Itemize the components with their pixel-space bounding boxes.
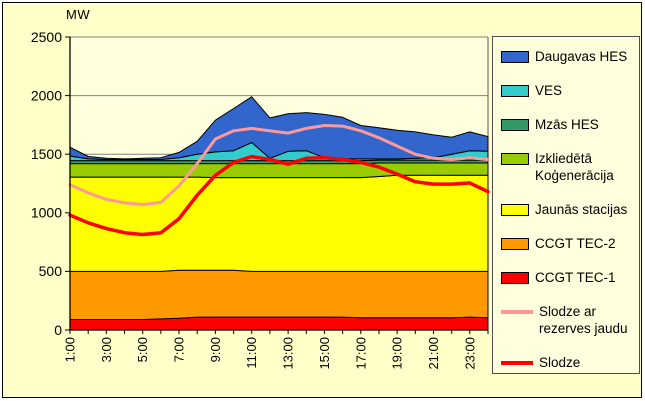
legend-label: Jaunās stacijas [535,202,628,217]
svg-text:1:00: 1:00 [63,337,78,362]
svg-text:1500: 1500 [31,146,62,162]
svg-text:21:00: 21:00 [426,337,441,370]
svg-text:9:00: 9:00 [208,337,223,362]
legend-swatch-box [501,119,529,131]
svg-text:5:00: 5:00 [135,337,150,362]
legend-item: CCGT TEC-1 [501,269,637,286]
svg-text:2500: 2500 [31,29,62,45]
legend-swatch-box [501,153,529,165]
legend-label: Daugavas HES [535,49,628,64]
svg-text:1000: 1000 [31,205,62,221]
legend-label: Slodze ar rezerves jaudu [539,304,628,336]
legend-swatch-line [501,310,533,314]
legend-swatch-box [501,204,529,216]
legend-swatch-line [501,361,533,365]
legend-label: Izkliedētā Koģenerācija [535,151,614,183]
legend-swatch-box [501,272,529,284]
legend-item: Slodze ar rezerves jaudu [501,303,637,337]
svg-text:13:00: 13:00 [281,337,296,370]
legend-item: Slodze [501,354,637,371]
legend-label: VES [535,83,563,98]
svg-text:500: 500 [39,263,63,279]
legend-item: CCGT TEC-2 [501,235,637,252]
svg-text:11:00: 11:00 [244,337,259,369]
svg-text:15:00: 15:00 [317,337,332,370]
svg-text:3:00: 3:00 [99,337,114,362]
legend-label: Mzās HES [535,117,599,132]
legend: Daugavas HES VES Mzās HES Izkliedētā Koģene… [492,36,640,374]
svg-text:0: 0 [54,322,62,338]
svg-text:19:00: 19:00 [390,337,405,370]
legend-label: Slodze [539,355,581,370]
legend-swatch-box [501,85,529,97]
svg-text:2000: 2000 [31,87,62,103]
y-axis-title: MW [66,7,91,22]
legend-item: Daugavas HES [501,48,637,65]
legend-item: Izkliedētā Koģenerācija [501,150,637,184]
legend-swatch-box [501,238,529,250]
legend-label: CCGT TEC-2 [535,236,616,251]
svg-text:7:00: 7:00 [172,337,187,362]
svg-text:23:00: 23:00 [462,337,477,370]
legend-label: CCGT TEC-1 [535,270,616,285]
svg-text:17:00: 17:00 [353,337,368,370]
legend-item: Jaunās stacijas [501,201,637,218]
legend-swatch-box [501,51,529,63]
legend-item: Mzās HES [501,116,637,133]
legend-item: VES [501,82,637,99]
